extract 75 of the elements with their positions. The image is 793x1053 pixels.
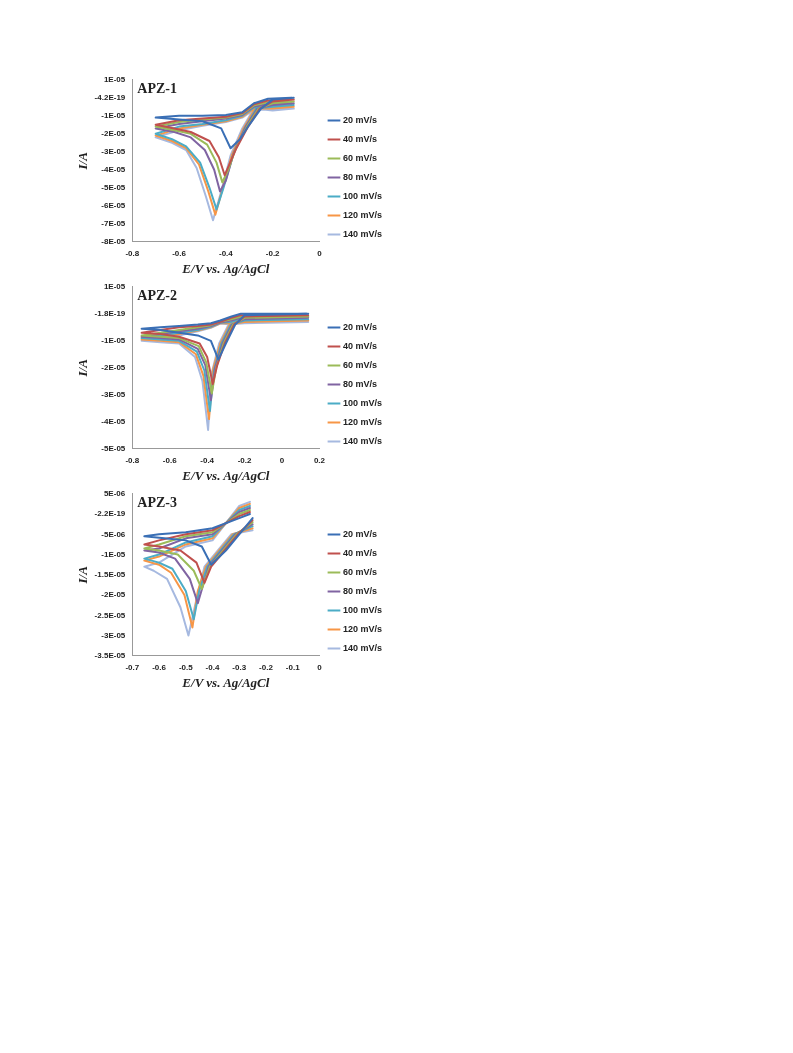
legend-label: 80 mV/s: [342, 378, 377, 389]
x-tick-label: -0.5: [178, 662, 194, 672]
y-tick-label: -5E-06: [101, 529, 126, 539]
y-tick-label: -4E-05: [101, 165, 126, 174]
y-tick-label: -1.5E-05: [94, 570, 126, 579]
chart-title: APZ-2: [137, 288, 177, 304]
legend-label: 40 mV/s: [342, 340, 377, 351]
legend-label: 60 mV/s: [342, 152, 377, 163]
y-tick-label: -3E-05: [101, 147, 126, 156]
x-tick-label: 0: [317, 248, 323, 258]
y-tick-label: -1.8E-19: [94, 309, 126, 318]
x-axis-title: E/V vs. Ag/AgCl: [181, 260, 270, 276]
y-tick-label: -4.2E-19: [94, 93, 126, 102]
x-tick-label: 0.2: [313, 455, 326, 465]
y-tick-label: -1E-05: [101, 111, 126, 120]
legend-label: 100 mV/s: [342, 190, 382, 201]
y-tick-label: -1E-05: [101, 549, 126, 559]
y-tick-label: -3.5E-05: [94, 651, 126, 660]
chart-title: APZ-3: [137, 495, 177, 511]
legend-label: 60 mV/s: [342, 566, 377, 577]
y-tick-label: -3E-05: [101, 630, 126, 640]
x-tick-label: -0.2: [237, 455, 253, 465]
legend-label: 80 mV/s: [342, 171, 377, 182]
y-tick-label: -5E-05: [101, 444, 126, 453]
y-axis-title: I/A: [75, 358, 91, 378]
legend-label: 20 mV/s: [342, 321, 377, 332]
y-tick-label: 1E-05: [103, 75, 126, 84]
legend-label: 40 mV/s: [342, 133, 377, 144]
y-tick-label: -6E-05: [101, 201, 126, 210]
y-tick-label: 5E-06: [103, 489, 126, 498]
x-tick-label: -0.6: [172, 248, 187, 258]
y-tick-label: -2E-05: [101, 590, 126, 600]
legend-label: 140 mV/s: [342, 435, 382, 446]
x-tick-label: -0.6: [152, 662, 167, 672]
y-tick-label: -4E-05: [101, 417, 126, 426]
x-tick-label: -0.2: [259, 662, 274, 672]
y-tick-label: -1E-05: [101, 336, 126, 345]
legend-label: 20 mV/s: [342, 528, 377, 539]
x-tick-label: -0.2: [265, 248, 281, 258]
y-tick-label: -7E-05: [101, 219, 126, 228]
x-axis-title: E/V vs. Ag/AgCl: [181, 467, 270, 483]
y-tick-label: -3E-05: [101, 390, 126, 399]
x-tick-label: -0.4: [200, 455, 215, 465]
y-tick-label: -2.2E-19: [94, 509, 126, 519]
x-axis-title: E/V vs. Ag/AgCl: [181, 674, 270, 690]
legend-label: 40 mV/s: [342, 547, 377, 558]
legend-label: 140 mV/s: [342, 228, 382, 239]
x-tick-label: 0: [317, 662, 323, 672]
y-tick-label: -2E-05: [101, 129, 126, 138]
x-tick-label: -0.4: [218, 248, 234, 258]
x-tick-label: 0: [279, 455, 285, 465]
legend-label: 80 mV/s: [342, 585, 377, 596]
y-axis-title: I/A: [75, 565, 91, 585]
legend-label: 20 mV/s: [342, 114, 377, 125]
y-tick-label: -5E-05: [101, 183, 126, 192]
x-tick-label: -0.3: [232, 662, 247, 672]
x-tick-label: -0.7: [125, 662, 140, 672]
legend-label: 120 mV/s: [342, 623, 382, 634]
y-tick-label: 1E-05: [103, 282, 126, 291]
legend-label: 120 mV/s: [342, 209, 382, 220]
chart-title: APZ-1: [137, 81, 177, 97]
legend-label: 140 mV/s: [342, 642, 382, 653]
legend-label: 100 mV/s: [342, 397, 382, 408]
y-tick-label: -2.5E-05: [94, 610, 126, 620]
legend-label: 120 mV/s: [342, 416, 382, 427]
x-tick-label: -0.4: [205, 662, 220, 672]
x-tick-label: -0.1: [285, 662, 301, 672]
y-tick-label: -8E-05: [101, 237, 126, 246]
y-axis-title: I/A: [75, 151, 91, 171]
x-tick-label: -0.8: [125, 455, 140, 465]
legend-label: 100 mV/s: [342, 604, 382, 615]
legend-label: 60 mV/s: [342, 359, 377, 370]
x-tick-label: -0.8: [125, 248, 140, 258]
y-tick-label: -2E-05: [101, 363, 126, 372]
x-tick-label: -0.6: [162, 455, 178, 465]
